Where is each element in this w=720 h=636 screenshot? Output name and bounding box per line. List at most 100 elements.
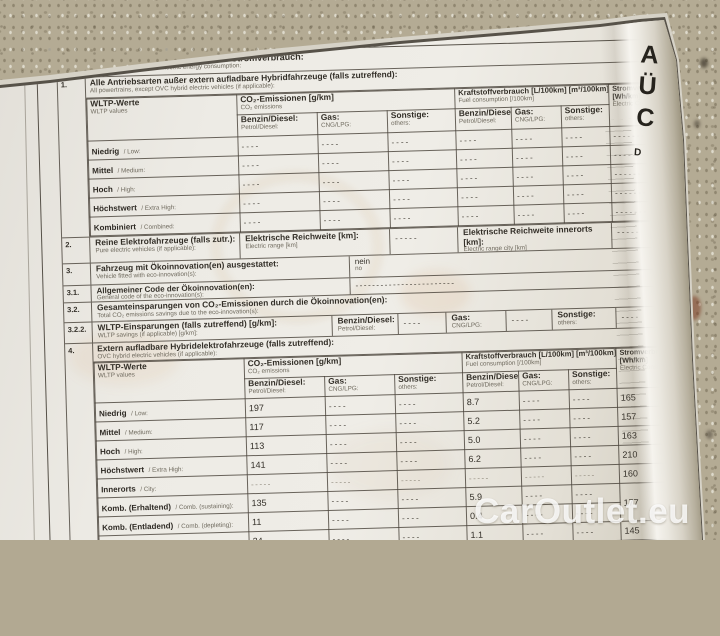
section-3-1-number: 3.1.	[63, 285, 92, 303]
cell: ----	[317, 132, 389, 154]
eaer-city-en: (EAER city):	[496, 574, 532, 582]
gas-en: CNG/LPG:	[514, 115, 546, 124]
petrol-col-header: Benzin/Diesel: Petrol/Diesel:	[455, 107, 512, 131]
section-5-title-de: Elektrische Reichweite von extern auflad…	[102, 547, 433, 567]
cell: ----	[457, 205, 515, 226]
section-3-2-number: 3.2.	[63, 302, 93, 323]
label-en: / Extra High:	[148, 466, 184, 475]
eaer-row: Gleichwertige elektromotorische Reichwei…	[100, 560, 686, 599]
label-en: / City:	[140, 485, 157, 494]
emissions-table: 49. CO₂-Emissionen / Kraftstoffverbrauch…	[36, 38, 688, 622]
eaer-value: 66	[373, 565, 492, 590]
aer-city-tag: (AER innerorts): (AER city):	[492, 585, 623, 612]
cell: ----	[398, 525, 468, 540]
label-de: Niedrig	[98, 408, 127, 419]
aer-city-value: 71	[622, 583, 687, 608]
cell: ----	[395, 392, 464, 414]
document-paper: 49. CO₂-Emissionen / Kraftstoffverbrauch…	[0, 20, 702, 540]
wltp-values-header: WLTP-Werte WLTP values	[86, 94, 238, 142]
petrol-en: Petrol/Diesel:	[466, 380, 504, 389]
cell: ----	[563, 183, 612, 204]
page-binding-line	[24, 80, 35, 540]
label-en: / Comb. (depleting):	[177, 521, 234, 531]
wltp-values-header: WLTP-Werte WLTP values	[94, 358, 246, 403]
wall-stain	[706, 430, 713, 439]
cell: ----	[563, 202, 613, 223]
cell: ----	[519, 389, 570, 411]
label-en: / High:	[117, 186, 136, 194]
cell: ----	[569, 388, 618, 409]
label-en: / Low:	[123, 148, 141, 156]
petrol-col-header: Benzin/Diesel: Petrol/Diesel:	[462, 371, 520, 393]
cell: 5.2	[463, 410, 521, 431]
label-de: Mittel	[99, 427, 121, 438]
cell: -----	[247, 472, 328, 494]
eaer-en: Equivalent All Electric Range [km]:	[104, 582, 201, 593]
cell: 6.2	[464, 448, 522, 469]
cell: ----	[513, 184, 564, 206]
other-col-header: Sonstige: others:	[568, 368, 618, 390]
cell: ----	[238, 153, 319, 175]
wall-stain	[694, 120, 700, 128]
cell: ----	[396, 449, 466, 471]
label-de: Mittel	[92, 165, 114, 176]
other-col-header: Sonstige: others:	[394, 372, 464, 395]
petrol-col-header: Benzin/Diesel: Petrol/Diesel:	[244, 376, 326, 399]
stamp-ghost	[330, 430, 450, 500]
label-de: Hoch	[92, 184, 113, 195]
label-de: Niedrig	[91, 146, 120, 157]
cell: ----	[569, 407, 619, 428]
section-3-2-2-number: 3.2.2.	[64, 322, 94, 344]
cell: ----	[389, 187, 458, 209]
label-en: / Extra High:	[141, 204, 177, 213]
aer-city-de: (AER innerorts):	[497, 586, 562, 599]
cell: ----	[455, 129, 513, 150]
cell: -----	[397, 468, 466, 490]
label-en: / Weighted, comb.:	[173, 540, 226, 550]
cell: ----	[325, 394, 396, 416]
eaer-value-text: 66	[402, 571, 413, 582]
eaer-label: Gleichwertige elektromotorische Reichwei…	[100, 570, 315, 598]
label-de: Innerorts	[101, 484, 136, 495]
gas-savings: ----	[511, 315, 531, 325]
gas-col-header: Gas: CNG/LPG:	[511, 105, 562, 130]
cell: ----	[387, 130, 457, 152]
row-label: Gewichtet, komb. / Weighted, comb.:	[98, 531, 250, 550]
eaer-city-tag: (EAER innerorts): (EAER city):	[491, 562, 622, 588]
cell: ----	[319, 208, 391, 230]
edge-letter: C	[635, 102, 656, 132]
cell: -----	[327, 470, 398, 492]
gas-savings-value: ----	[506, 309, 553, 331]
section-2-label: Reine Elektrofahrzeuge (falls zutr.): Pur…	[90, 233, 241, 263]
label-de: Komb. (Erhaltend)	[101, 502, 172, 514]
cell: ----	[239, 210, 321, 232]
petrol-savings-value: ----	[398, 312, 447, 334]
cell: ----	[511, 127, 563, 149]
reverse-page-letters: A Ü C D	[634, 39, 660, 160]
gas-en: CNG/LPG:	[328, 384, 359, 393]
other-en: others:	[390, 119, 411, 127]
aer-label: Vollelektrische Reichweite: All Electric …	[100, 593, 315, 622]
cell: ----	[570, 445, 620, 466]
petrol-savings: ----	[403, 318, 423, 328]
other-col-header: Sonstige: others:	[561, 104, 610, 128]
cell: ----	[328, 508, 399, 530]
aer-tag-text: (AER):	[319, 592, 346, 604]
eaer-city-de: (EAER innerorts):	[496, 563, 567, 576]
eaer-city-value: 72	[621, 560, 686, 584]
range-value: -----	[395, 233, 419, 244]
electric-range-label: Elektrische Reichweite [km]: Electric ran…	[240, 229, 391, 259]
cell: -----	[465, 467, 522, 488]
stamp-ghost	[400, 270, 470, 316]
cell: ----	[389, 206, 459, 228]
cell: ----	[318, 151, 389, 173]
gas-col-header: Gas: CNG/LPG:	[324, 374, 396, 397]
edge-letter: D	[633, 146, 643, 159]
eaer-tag: (EAER):	[313, 569, 374, 593]
gas-col-header: Gas: CNG/LPG:	[317, 110, 388, 135]
label-de: Hoch	[99, 446, 121, 457]
cell: ----	[456, 148, 513, 169]
aer-value-text: 64	[403, 594, 413, 605]
petrol-en: Petrol/Diesel:	[248, 386, 286, 395]
section-5-title-en: Electric range of OVC hybrid electric ve…	[103, 561, 271, 573]
